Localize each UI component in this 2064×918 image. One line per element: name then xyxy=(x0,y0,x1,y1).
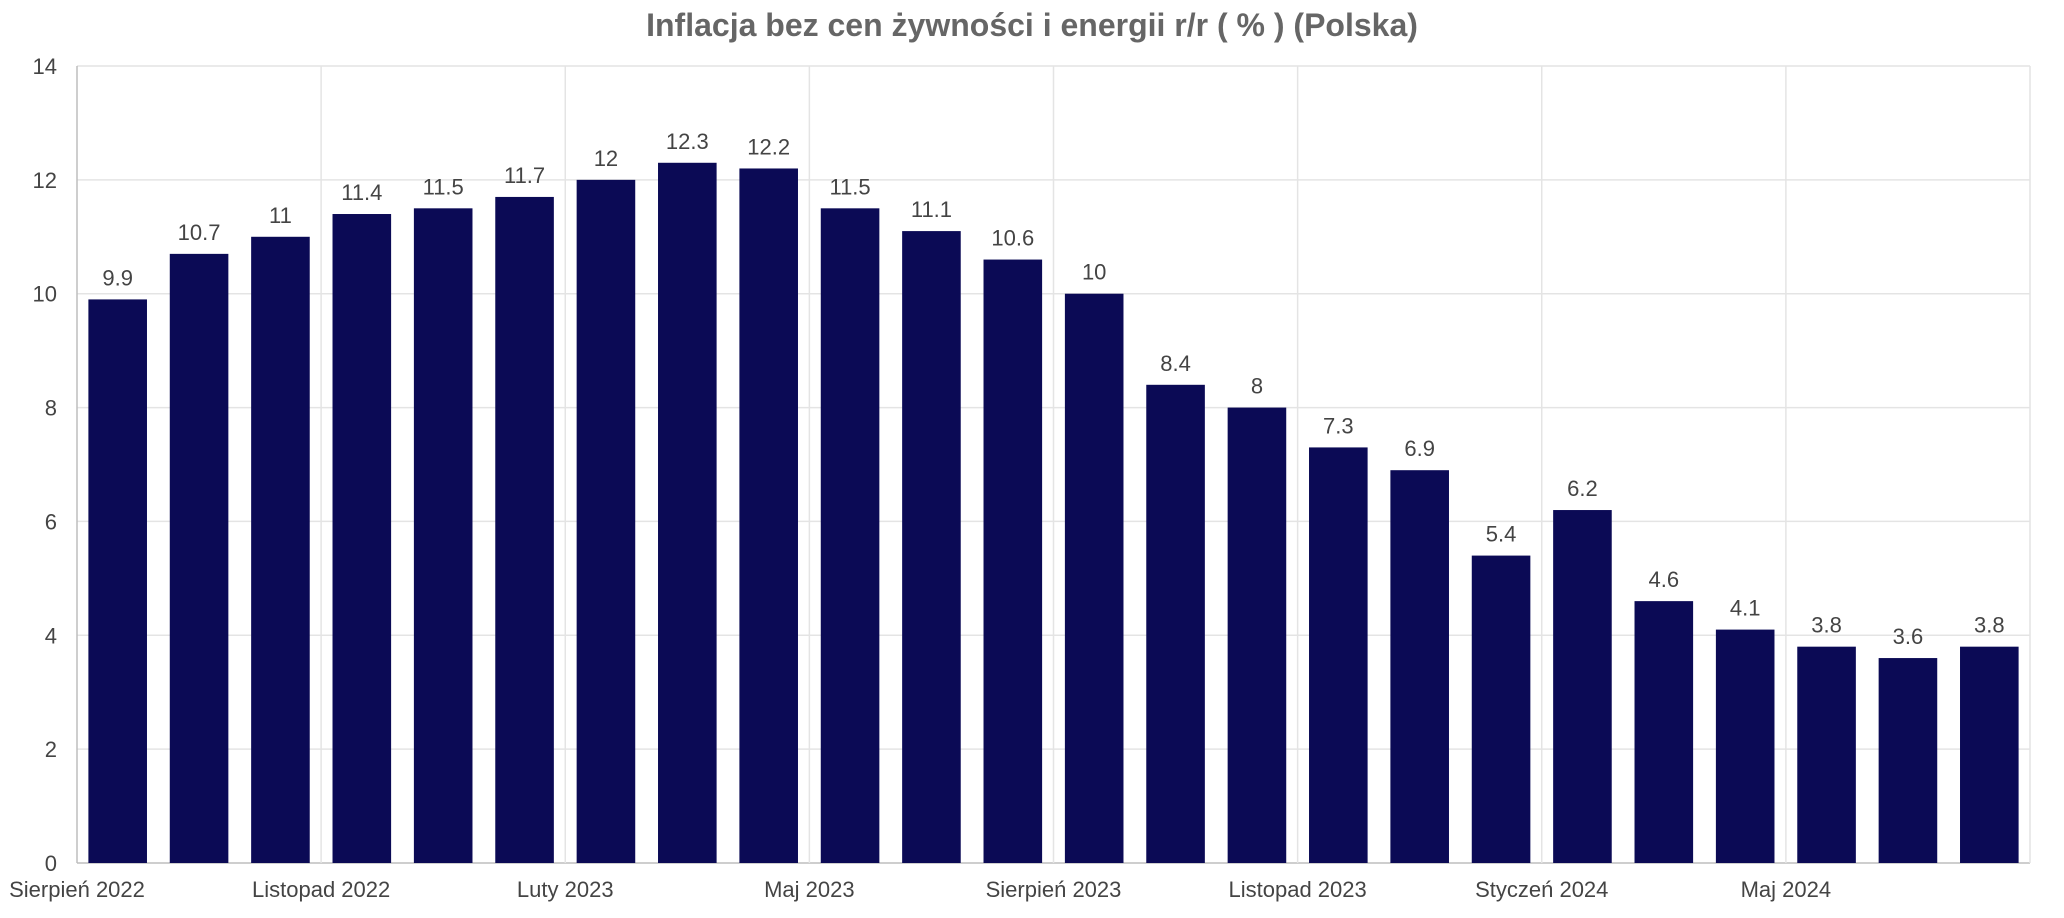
grid-lines xyxy=(76,65,2031,864)
data-label: 12.3 xyxy=(666,129,709,154)
bar xyxy=(983,259,1043,863)
bar xyxy=(495,196,554,863)
bar xyxy=(1390,470,1449,863)
bar xyxy=(1064,293,1124,863)
data-label: 4.6 xyxy=(1649,567,1680,592)
bar xyxy=(658,162,717,863)
bar xyxy=(1227,407,1287,863)
data-label: 11.4 xyxy=(341,180,382,205)
y-tick-label: 10 xyxy=(33,282,57,307)
bar xyxy=(820,208,880,864)
y-tick-label: 0 xyxy=(45,851,57,876)
y-tick-label: 2 xyxy=(45,737,57,762)
data-label: 11.7 xyxy=(504,163,545,188)
bar xyxy=(1797,646,1856,863)
bar xyxy=(576,179,636,863)
data-label: 4.1 xyxy=(1730,596,1761,621)
data-label: 8 xyxy=(1251,374,1263,399)
x-tick-label: Listopad 2023 xyxy=(1229,877,1367,902)
x-tick-label: Sierpień 2022 xyxy=(9,877,145,902)
data-label: 3.8 xyxy=(1974,613,2005,638)
data-label: 3.6 xyxy=(1893,624,1924,649)
data-labels: 9.9 10.7 11 11.4 11.5 11.7 12 12.3 12.2 11.5 11.1 1… xyxy=(102,129,2004,649)
x-tick-label: Listopad 2022 xyxy=(252,877,390,902)
bar xyxy=(1960,646,2019,863)
bar xyxy=(1146,384,1205,863)
x-tick-label: Maj 2024 xyxy=(1741,877,1832,902)
x-tick-label: Maj 2023 xyxy=(764,877,855,902)
bar xyxy=(413,208,473,864)
chart-title: Inflacja bez cen żywności i energii r/r … xyxy=(646,7,1418,43)
data-label: 11 xyxy=(269,203,292,228)
data-label: 5.4 xyxy=(1486,522,1517,547)
bar xyxy=(332,214,392,863)
y-tick-label: 12 xyxy=(33,168,57,193)
x-axis: Sierpień 2022 Listopad 2022 Luty 2023 Maj 2… xyxy=(9,877,1831,902)
data-label: 10.6 xyxy=(991,226,1034,251)
bar xyxy=(1715,629,1775,863)
bar xyxy=(1553,510,1612,863)
data-label: 9.9 xyxy=(102,265,133,290)
y-tick-label: 14 xyxy=(33,54,57,79)
bar xyxy=(169,253,229,864)
bar xyxy=(1878,658,1938,863)
y-tick-label: 4 xyxy=(45,623,57,648)
x-tick-label: Sierpień 2023 xyxy=(986,877,1122,902)
data-label: 12.2 xyxy=(747,134,790,159)
bar xyxy=(739,168,798,863)
y-axis: 0 2 4 6 8 10 12 14 xyxy=(33,54,57,876)
data-label: 8.4 xyxy=(1160,351,1191,376)
data-label: 10.7 xyxy=(178,220,221,245)
bar xyxy=(88,299,147,864)
data-label: 7.3 xyxy=(1323,413,1354,438)
bar xyxy=(1471,555,1531,863)
bar xyxy=(1309,447,1368,863)
bar xyxy=(251,236,310,864)
data-label: 10 xyxy=(1082,260,1106,285)
data-label: 3.8 xyxy=(1811,613,1842,638)
bar xyxy=(902,231,961,864)
data-label: 6.9 xyxy=(1404,436,1435,461)
x-tick-label: Luty 2023 xyxy=(517,877,614,902)
data-label: 11.1 xyxy=(911,197,952,222)
y-tick-label: 6 xyxy=(45,509,57,534)
data-label: 11.5 xyxy=(423,174,464,199)
x-tick-label: Styczeń 2024 xyxy=(1475,877,1608,902)
data-label: 11.5 xyxy=(829,174,870,199)
data-label: 12 xyxy=(594,146,618,171)
bar xyxy=(1634,601,1694,863)
bars xyxy=(88,162,2019,864)
y-tick-label: 8 xyxy=(45,396,57,421)
data-label: 6.2 xyxy=(1567,476,1598,501)
